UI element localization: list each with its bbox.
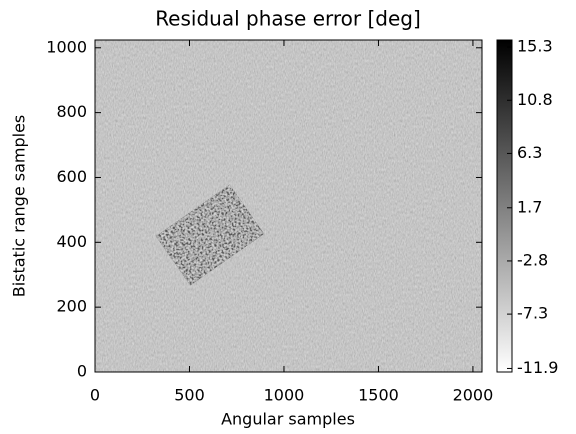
colorbar-tick-label: 6.3: [517, 143, 542, 162]
heatmap-image: [95, 40, 482, 372]
x-tick-label: 2000: [453, 386, 494, 405]
colorbar: [496, 39, 513, 373]
colorbar-tick-label: -2.8: [517, 250, 548, 269]
y-tick-label: 0: [77, 362, 87, 381]
x-tick-label: 0: [90, 386, 100, 405]
x-tick-label: 1000: [264, 386, 305, 405]
y-tick-label: 800: [56, 102, 87, 121]
x-tick-label: 500: [174, 386, 205, 405]
colorbar-tick-label: 1.7: [517, 197, 542, 216]
y-tick-label: 600: [56, 167, 87, 186]
colorbar-tick-label: -11.9: [517, 358, 558, 377]
y-tick-label: 200: [56, 297, 87, 316]
y-tick-label: 400: [56, 232, 87, 251]
x-axis-label: Angular samples: [221, 410, 355, 429]
chart-title: Residual phase error [deg]: [155, 7, 421, 31]
colorbar-tick-label: -7.3: [517, 304, 548, 323]
y-axis-label: Bistatic range samples: [10, 115, 29, 298]
x-tick-label: 1500: [358, 386, 399, 405]
y-tick-label: 1000: [46, 37, 87, 56]
colorbar-tick-label: 15.3: [517, 37, 553, 56]
heatmap-feature: [169, 199, 251, 271]
colorbar-tick-label: 10.8: [517, 90, 553, 109]
plot-frame: [94, 39, 483, 373]
